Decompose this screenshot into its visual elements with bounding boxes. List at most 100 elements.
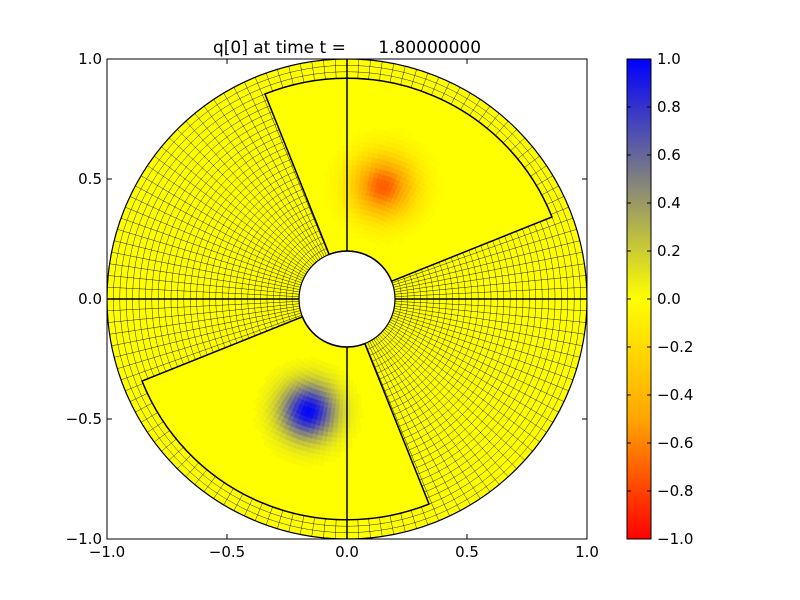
field-cell xyxy=(357,398,363,405)
field-cell xyxy=(336,432,343,439)
field-cell xyxy=(341,154,348,161)
field-cell xyxy=(351,231,355,238)
field-cell xyxy=(331,437,338,443)
field-cell xyxy=(352,384,357,391)
field-cell xyxy=(330,451,337,458)
field-cell xyxy=(346,154,353,161)
field-cell xyxy=(356,155,363,161)
field-cell xyxy=(353,193,359,200)
field-cell xyxy=(350,173,357,180)
colorbar: 1.0 0.8 0.6 0.4 0.2 0.0 −0.2 −0.4 −0.6 −0.8 −1.0 xyxy=(626,50,693,548)
x-tick-label: 1.0 xyxy=(575,543,599,561)
field-cell xyxy=(356,393,362,400)
field-cell xyxy=(327,165,334,171)
field-cell xyxy=(338,404,344,410)
field-cell xyxy=(351,159,358,166)
field-cell xyxy=(339,399,344,405)
field-cell xyxy=(340,384,345,391)
field-cell xyxy=(357,403,363,410)
field-cell xyxy=(335,451,342,458)
field-cell xyxy=(338,178,344,185)
field-cell xyxy=(330,446,337,453)
field-cell xyxy=(338,222,343,228)
field-cell xyxy=(351,427,357,434)
x-tick-label: −0.5 xyxy=(209,543,245,561)
field-cell xyxy=(336,159,343,166)
field-cell xyxy=(354,178,360,185)
field-cell xyxy=(333,418,339,424)
field-cell xyxy=(333,422,339,429)
field-cell xyxy=(335,217,340,224)
field-cell xyxy=(339,394,344,401)
field-cell xyxy=(304,461,313,469)
field-cell xyxy=(351,432,358,439)
y-tick-label: 0.5 xyxy=(78,170,102,188)
field-cell xyxy=(358,407,364,414)
field-cell xyxy=(351,149,358,156)
field-cell xyxy=(355,427,362,434)
field-cell xyxy=(332,427,339,434)
field-cell xyxy=(332,432,338,439)
field-cell xyxy=(334,408,340,415)
field-cell xyxy=(356,150,363,157)
field-cell xyxy=(334,413,340,420)
field-cell xyxy=(337,173,344,180)
field-cell xyxy=(354,188,359,195)
field-cell xyxy=(370,127,378,134)
field-cell xyxy=(336,149,343,156)
field-cell xyxy=(355,418,361,424)
field-cell xyxy=(354,183,360,190)
field-cell xyxy=(327,431,334,438)
field-cell xyxy=(322,185,329,192)
field-cell xyxy=(327,160,334,167)
field-cell xyxy=(324,170,330,177)
field-cell xyxy=(338,188,344,194)
field-cell xyxy=(350,413,356,420)
field-cell xyxy=(346,437,353,444)
field-cell xyxy=(337,164,343,171)
chart-title: q[0] at time t = 1.80000000 xyxy=(213,38,481,58)
field-cell xyxy=(339,389,345,396)
y-tick-label: 1.0 xyxy=(78,50,102,68)
field-cell xyxy=(350,404,356,410)
colorbar-tick-label: −0.6 xyxy=(657,434,693,452)
field-cell xyxy=(311,458,320,465)
field-cell xyxy=(358,412,365,419)
field-cell xyxy=(355,164,362,171)
field-cell xyxy=(337,423,343,429)
colorbar-tick-label: 0.4 xyxy=(657,194,681,212)
field-cell xyxy=(335,398,341,405)
field-cell xyxy=(323,455,331,462)
colorbar-tick-label: −0.2 xyxy=(657,338,693,356)
field-cell xyxy=(360,160,367,167)
field-cell xyxy=(341,447,348,453)
field-cell xyxy=(336,437,343,444)
field-cell xyxy=(350,178,356,185)
field-cell xyxy=(352,140,359,147)
field-cell xyxy=(375,128,384,136)
field-cell xyxy=(341,149,348,156)
field-cell xyxy=(346,442,353,449)
field-cell xyxy=(346,149,353,156)
field-cell xyxy=(337,427,343,434)
field-cell xyxy=(349,217,354,223)
field-cell xyxy=(331,441,338,448)
colorbar-tick-label: −0.4 xyxy=(657,386,693,404)
field-cell xyxy=(317,459,325,466)
field-cell xyxy=(352,135,359,142)
field-cell xyxy=(332,159,338,166)
colorbar-tick-label: 0.2 xyxy=(657,242,681,260)
field-cell xyxy=(356,159,362,166)
field-cell xyxy=(349,212,354,218)
field-cell xyxy=(341,442,348,449)
field-cell xyxy=(337,418,344,425)
field-cell xyxy=(341,437,348,444)
field-cell xyxy=(340,380,345,386)
field-cell xyxy=(333,169,339,176)
field-cell xyxy=(351,164,357,171)
field-cell xyxy=(341,145,348,151)
field-cell xyxy=(329,456,337,463)
field-cell xyxy=(327,427,334,433)
field-cell xyxy=(358,131,365,138)
